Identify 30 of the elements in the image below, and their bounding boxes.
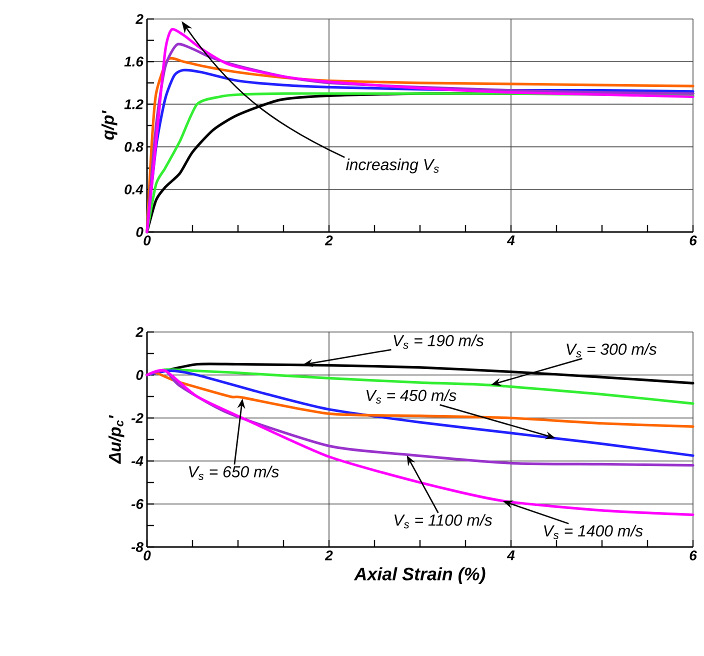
y-tick-label: 0	[136, 227, 144, 237]
y-tick-label: -4	[131, 456, 144, 466]
x-axis-title: Axial Strain (%)	[354, 567, 486, 584]
annotation: V$_{s}$ = 190 m/s	[394, 334, 484, 349]
x-tick-label: 0	[144, 236, 151, 246]
y-tick-label: 1.6	[124, 56, 144, 67]
x-tick-label: 4	[506, 236, 515, 246]
y-tick-label: 1.2	[124, 99, 144, 110]
x-tick-label: 4	[506, 550, 515, 560]
x-tick-label: 6	[690, 236, 697, 246]
y-tick-label: 2	[136, 14, 144, 24]
annotation: V$_{s}$ = 1400 m/s	[544, 524, 643, 540]
x-tick-label: 2	[324, 550, 333, 560]
x-tick-label: 2	[324, 236, 333, 246]
x-tick-label: 0	[144, 550, 151, 560]
annotation: V$_{s}$ = 1100 m/s	[394, 514, 492, 528]
y-tick-label: -6	[131, 499, 144, 509]
y-tick-label: 0.4	[124, 184, 144, 194]
y-tick-label: 2	[136, 327, 144, 337]
annotation: V$_{s}$ = 650 m/s	[189, 466, 279, 480]
y-tick-label: -8	[131, 542, 144, 552]
y-tick-label: 0	[136, 370, 144, 380]
y-tick-label: -2	[131, 413, 144, 423]
x-tick-label: 6	[690, 550, 697, 560]
annotation: V$_{s}$ = 450 m/s	[366, 389, 456, 404]
y-tick-label: 0.8	[124, 142, 144, 152]
annotation: V$_{s}$ = 300 m/s	[566, 343, 657, 358]
y-axis-title: Δu/p$_{c}$'	[108, 415, 124, 464]
y-axis-title: q/p'	[101, 110, 118, 140]
annotation: increasing V$_{s}$	[346, 158, 439, 174]
